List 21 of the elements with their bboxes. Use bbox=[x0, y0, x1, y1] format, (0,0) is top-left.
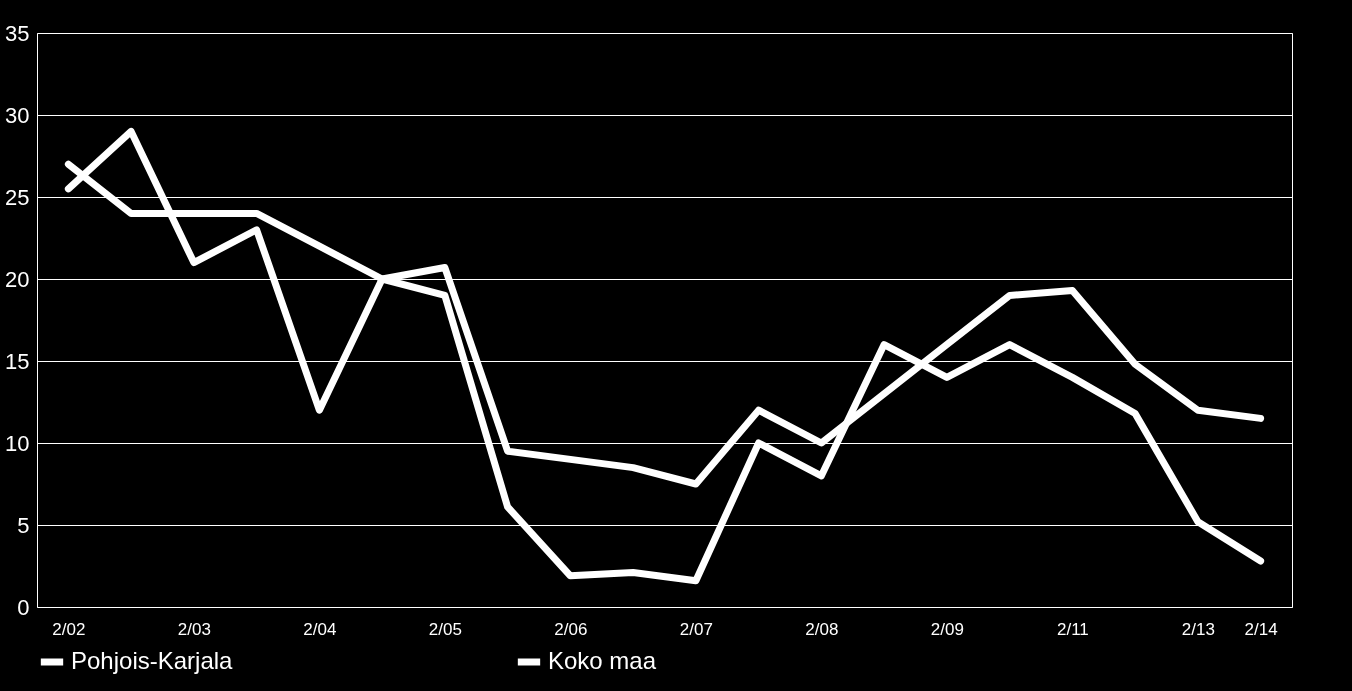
y-tick-label: 25 bbox=[5, 184, 30, 210]
x-tick-label: 2/02 bbox=[52, 619, 86, 639]
x-tick-label: 2/07 bbox=[679, 619, 713, 639]
y-tick-label: 0 bbox=[17, 594, 30, 620]
y-tick-label: 5 bbox=[17, 512, 30, 538]
x-tick-label: 2/05 bbox=[428, 619, 462, 639]
x-tick-label: 2/06 bbox=[554, 619, 588, 639]
x-tick-label: 2/14 bbox=[1244, 619, 1278, 639]
y-tick-label: 15 bbox=[5, 348, 30, 374]
legend-label: Pohjois-Karjala bbox=[71, 647, 234, 674]
y-tick-label: 20 bbox=[5, 266, 30, 292]
y-tick-label: 30 bbox=[5, 102, 30, 128]
x-tick-label: 2/09 bbox=[930, 619, 964, 639]
x-tick-label: 2/13 bbox=[1181, 619, 1215, 639]
x-tick-label: 2/11 bbox=[1056, 619, 1089, 639]
legend-label: Koko maa bbox=[548, 647, 657, 674]
y-tick-label: 35 bbox=[5, 20, 30, 46]
y-tick-label: 10 bbox=[5, 430, 30, 456]
x-tick-label: 2/04 bbox=[303, 619, 337, 639]
x-tick-label: 2/08 bbox=[805, 619, 839, 639]
x-tick-label: 2/03 bbox=[177, 619, 211, 639]
